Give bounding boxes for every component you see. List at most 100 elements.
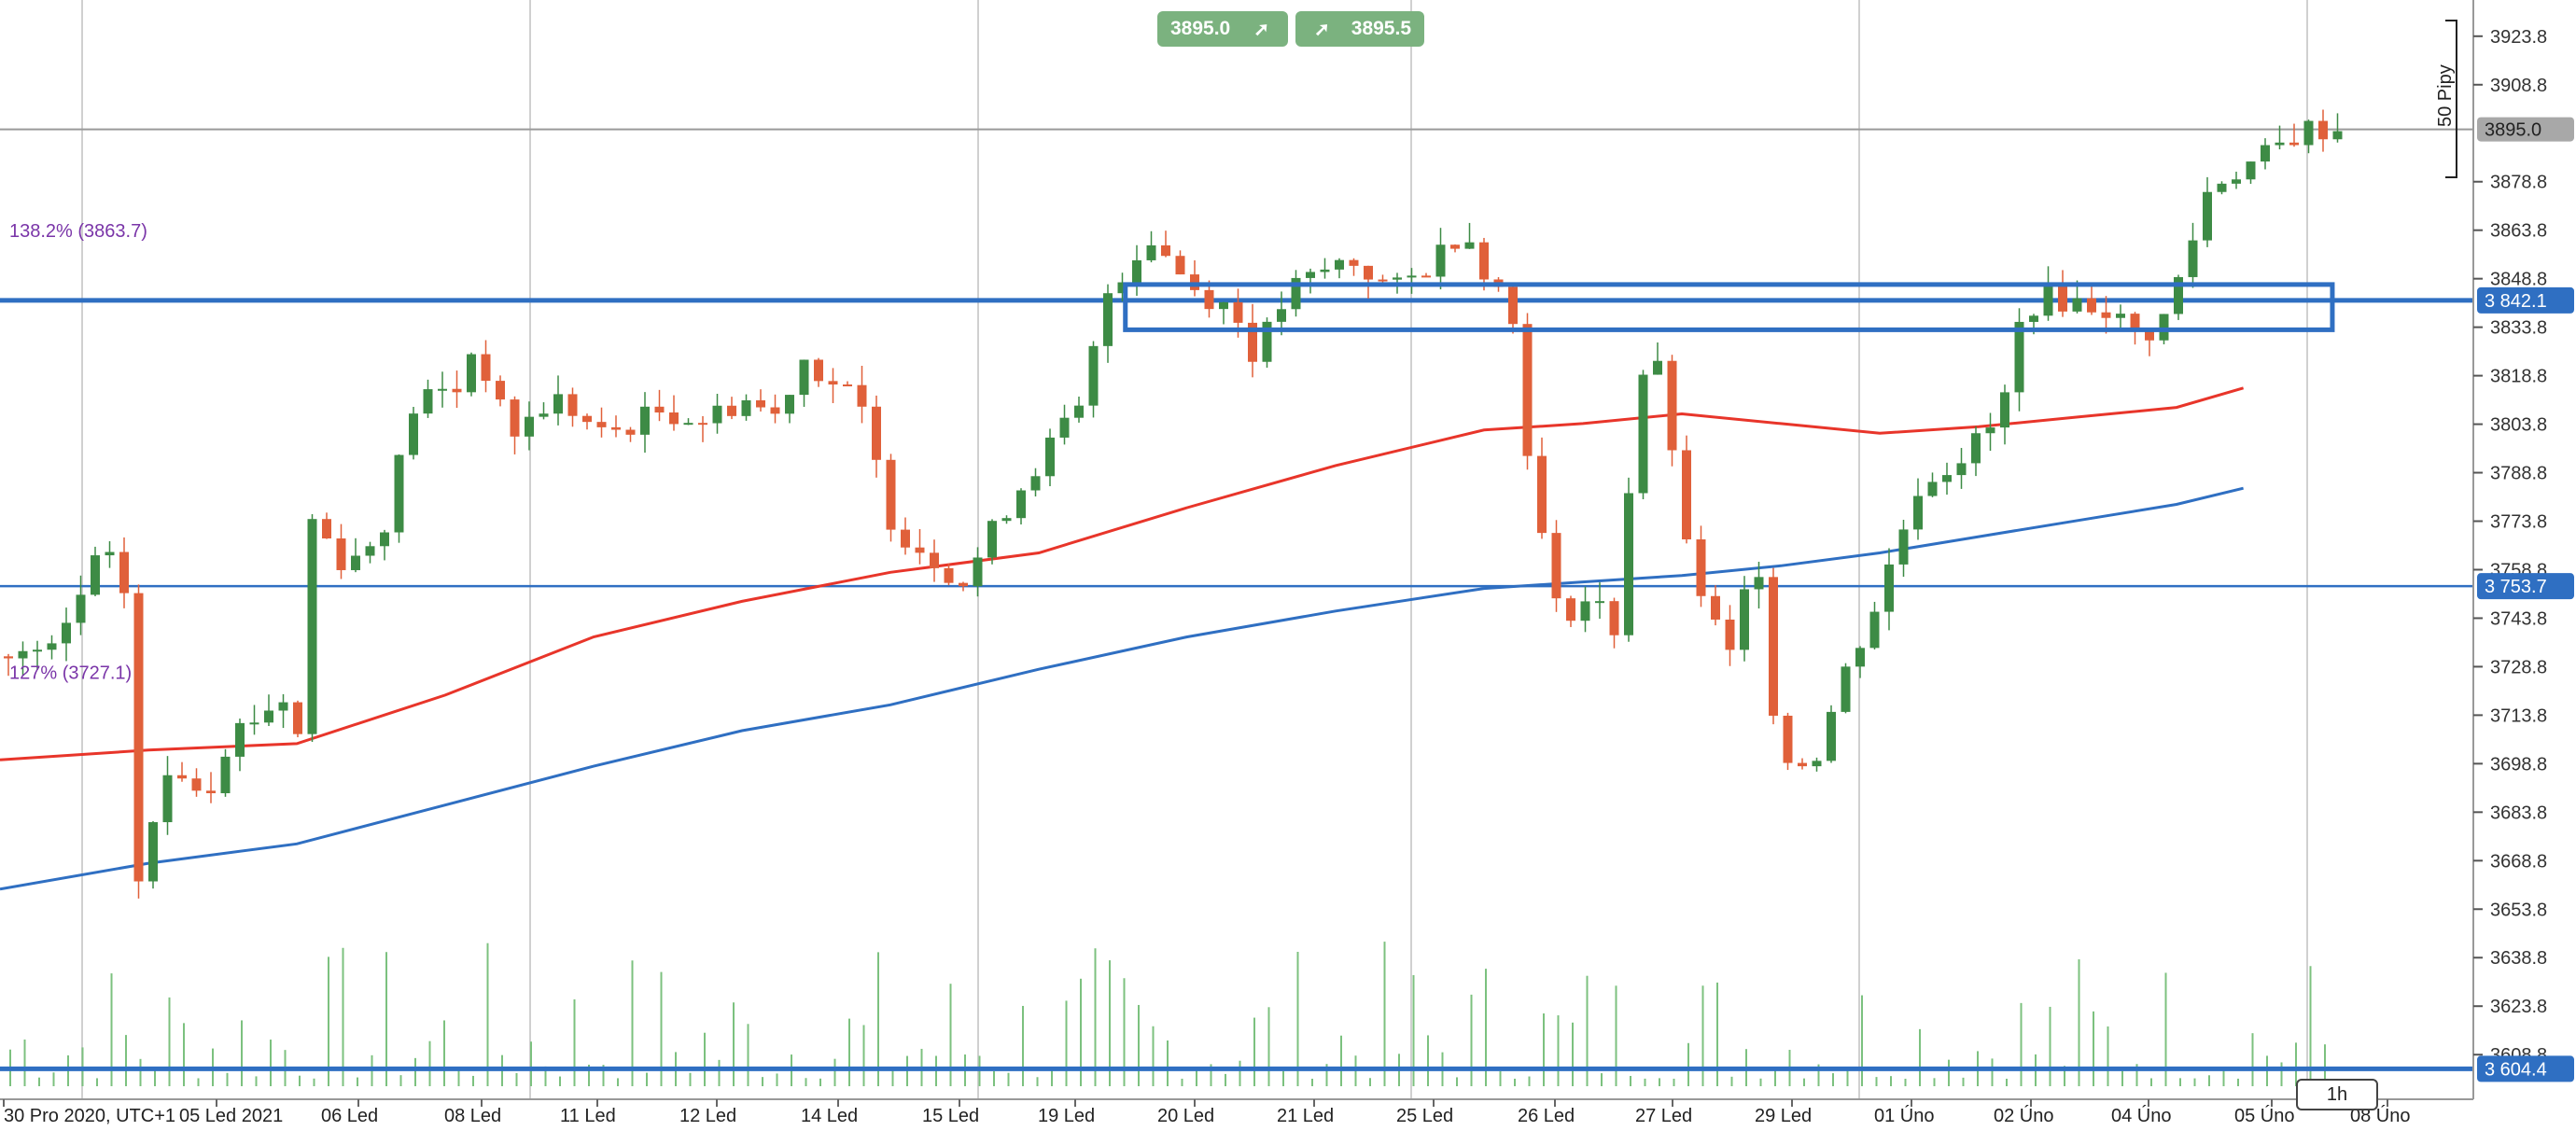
candle-bullish bbox=[438, 388, 447, 391]
candle-bullish bbox=[380, 532, 389, 547]
candle-bullish bbox=[2232, 179, 2241, 184]
candle-bullish bbox=[741, 399, 751, 416]
volume-bar bbox=[2324, 1044, 2326, 1086]
candle-bearish bbox=[1667, 360, 1677, 451]
candle-bearish bbox=[2145, 329, 2154, 341]
volume-bar bbox=[241, 1020, 243, 1086]
volume-bar bbox=[1267, 1007, 1270, 1086]
x-tick-label: 05 Led 2021 bbox=[179, 1106, 283, 1126]
y-tick-label: 3638.8 bbox=[2490, 948, 2547, 969]
candle-bullish bbox=[2246, 161, 2256, 180]
candle-bearish bbox=[1421, 275, 1431, 278]
volume-bar bbox=[718, 1059, 721, 1086]
x-tick-label: 30 Pro 2020, UTC+1 bbox=[4, 1106, 175, 1126]
volume-bar bbox=[1543, 1013, 1545, 1086]
volume-bar bbox=[125, 1035, 127, 1086]
timeframe-label: 1h bbox=[2326, 1083, 2348, 1105]
y-tick-label: 3863.8 bbox=[2490, 221, 2547, 242]
candle-bearish bbox=[886, 459, 896, 530]
volume-bar bbox=[1774, 1069, 1776, 1086]
volume-bar bbox=[1138, 1004, 1140, 1086]
fib-level-label: 127% (3727.1) bbox=[9, 663, 132, 683]
candle-bearish bbox=[843, 384, 852, 387]
candle-bullish bbox=[76, 594, 86, 623]
volume-bar bbox=[414, 1057, 416, 1086]
candle-bearish bbox=[872, 406, 881, 460]
volume-bar bbox=[139, 1058, 142, 1086]
candle-bullish bbox=[1985, 427, 1995, 434]
candle-bearish bbox=[206, 790, 216, 794]
volume-bar bbox=[1225, 1073, 1226, 1086]
volume-bar bbox=[328, 956, 329, 1086]
volume-bar bbox=[1311, 1078, 1313, 1086]
candle-bearish bbox=[944, 567, 954, 583]
volume-bar bbox=[2093, 1011, 2094, 1086]
volume-bar bbox=[2237, 1078, 2239, 1086]
volume-bar bbox=[1007, 1072, 1010, 1086]
fib-level-label: 138.2% (3863.7) bbox=[9, 221, 147, 242]
pips-label: 50 Pipy bbox=[2435, 64, 2456, 127]
candle-bullish bbox=[1074, 405, 1084, 418]
sell-button[interactable]: 3895.0 ➚ bbox=[1157, 11, 1288, 47]
candle-bullish bbox=[278, 702, 288, 711]
volume-bar bbox=[1210, 1064, 1212, 1086]
candle-bullish bbox=[148, 822, 158, 882]
candle-bearish bbox=[901, 529, 910, 548]
y-tick-label: 3803.8 bbox=[2490, 415, 2547, 436]
x-tick-label: 02 Úno bbox=[1994, 1105, 2054, 1126]
volume-bar bbox=[183, 1023, 185, 1086]
candle-bearish bbox=[293, 702, 302, 734]
candle-bullish bbox=[235, 722, 245, 757]
candle-bullish bbox=[1956, 463, 1967, 476]
volume-bar bbox=[1051, 1070, 1053, 1086]
volume-bar bbox=[1919, 1028, 1921, 1086]
volume-bar bbox=[2309, 966, 2312, 1086]
volume-bar bbox=[197, 1078, 200, 1086]
volume-bar bbox=[631, 960, 634, 1086]
moving-average-fast-line bbox=[0, 386, 2245, 761]
volume-bar bbox=[1485, 969, 1487, 1086]
candle-bearish bbox=[4, 656, 13, 659]
volume-bar bbox=[2295, 1042, 2297, 1086]
volume-bar bbox=[2107, 1026, 2109, 1086]
timeframe-selector[interactable]: 1h bbox=[2296, 1079, 2378, 1110]
candle-bearish bbox=[2058, 285, 2067, 312]
candle-bullish bbox=[2116, 314, 2125, 318]
buy-button[interactable]: ➚ 3895.5 bbox=[1295, 11, 1424, 47]
candle-bullish bbox=[987, 521, 997, 558]
candle-bullish bbox=[1812, 761, 1822, 767]
volume-bar bbox=[530, 1041, 532, 1086]
x-tick-label: 15 Led bbox=[922, 1106, 979, 1126]
volume-bar bbox=[443, 1020, 445, 1086]
level-label-box bbox=[2477, 573, 2574, 600]
volume-bar bbox=[819, 1078, 821, 1086]
candle-bearish bbox=[1450, 244, 1460, 249]
candle-bearish bbox=[177, 775, 187, 779]
candle-bearish bbox=[770, 407, 780, 414]
candle-bearish bbox=[828, 381, 838, 385]
candle-bullish bbox=[423, 389, 433, 414]
sell-price: 3895.0 bbox=[1170, 18, 1231, 39]
candle-bearish bbox=[1798, 762, 1807, 767]
volume-bar bbox=[1716, 982, 1718, 1086]
candle-bullish bbox=[2217, 183, 2227, 192]
volume-bar bbox=[660, 971, 663, 1086]
volume-bar bbox=[1514, 1078, 1516, 1086]
candle-bullish bbox=[307, 519, 317, 734]
candle-bullish bbox=[2072, 298, 2082, 312]
volume-bar bbox=[2150, 1078, 2152, 1086]
candle-bullish bbox=[2159, 314, 2169, 341]
y-tick-label: 3713.8 bbox=[2490, 705, 2547, 726]
volume-bar bbox=[2251, 1033, 2254, 1086]
volume-bar bbox=[747, 1024, 749, 1086]
y-tick-label: 3623.8 bbox=[2490, 997, 2547, 1017]
candle-bullish bbox=[1884, 564, 1894, 612]
y-tick-label: 3743.8 bbox=[2490, 608, 2547, 629]
volume-bar bbox=[1325, 1064, 1328, 1086]
volume-bar bbox=[2208, 1075, 2210, 1086]
x-tick-label: 25 Led bbox=[1396, 1106, 1453, 1126]
volume-bar bbox=[38, 1077, 40, 1086]
volume-bar bbox=[848, 1018, 850, 1086]
candle-bullish bbox=[1103, 293, 1113, 346]
